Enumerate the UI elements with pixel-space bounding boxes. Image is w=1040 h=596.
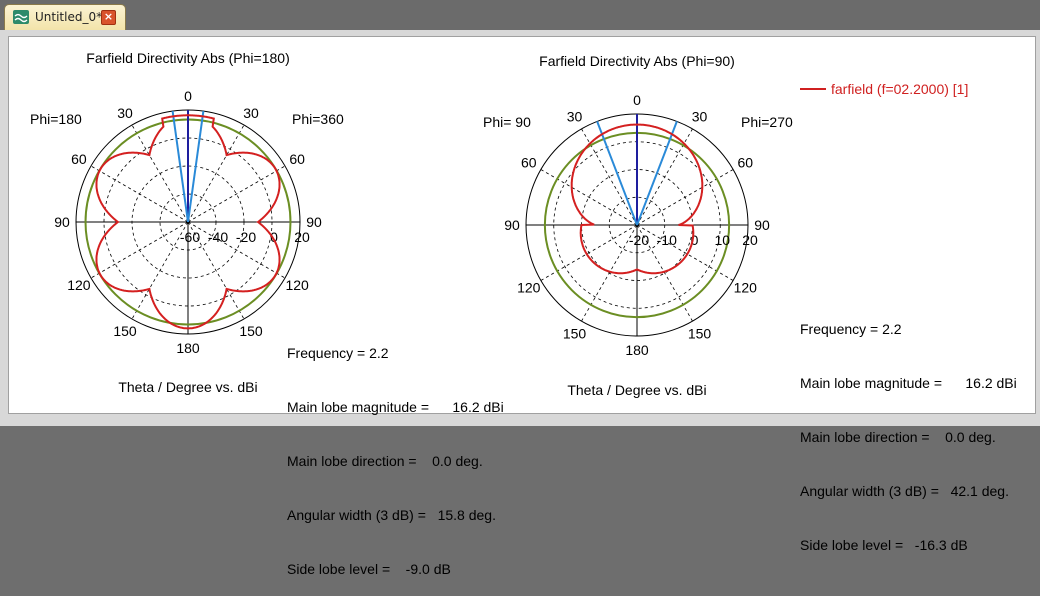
grid-spoke (90, 165, 189, 223)
angle-label: 150 (113, 323, 137, 339)
beamwidth-line (596, 121, 638, 226)
angle-label: 150 (688, 325, 712, 341)
plot2-sidelobe: Side lobe level = -16.3 dB (800, 537, 968, 553)
plot2-direction: Main lobe direction = 0.0 deg. (800, 429, 996, 445)
plot1-sidelobe: Side lobe level = -9.0 dB (287, 561, 451, 577)
close-icon[interactable]: × (101, 10, 116, 25)
grid-spoke (90, 221, 189, 279)
tab-title: Untitled_0* (35, 10, 103, 24)
radial-tick-label: 20 (742, 232, 758, 248)
angle-label: 0 (633, 92, 641, 108)
plot2-angle-labels: 0 30 30 60 60 90 90 120 120 150 150 180 (504, 92, 770, 358)
angle-label: 60 (289, 151, 305, 167)
angle-label: 60 (737, 155, 753, 171)
plot2-radial-labels: -20 -10 0 10 20 (629, 232, 758, 248)
radial-tick-label: -10 (657, 232, 677, 248)
radial-tick-label: -40 (208, 229, 228, 245)
angle-label: 30 (243, 105, 259, 121)
plot1-frequency: Frequency = 2.2 (287, 345, 389, 361)
wave-icon (13, 10, 29, 24)
grid-spoke (131, 124, 189, 223)
angle-label: 150 (563, 325, 587, 341)
beamwidth-line (636, 121, 678, 226)
legend: farfield (f=02.2000) [1] (800, 81, 968, 97)
plot1-direction: Main lobe direction = 0.0 deg. (287, 453, 483, 469)
plot1-radial-labels: -60 -40 -20 0 20 (180, 229, 310, 245)
radial-tick-label: 20 (294, 229, 310, 245)
plot1-info: Frequency = 2.2 Main lobe magnitude = 16… (287, 310, 504, 596)
plot2-footer: Theta / Degree vs. dBi (567, 382, 706, 398)
polar-plot-1: Farfield Directivity Abs (Phi=180) Phi=1… (30, 50, 344, 395)
angle-label: 30 (567, 109, 583, 125)
grid-spoke (187, 124, 245, 223)
angle-label: 90 (754, 217, 770, 233)
plot2-pattern-curve (570, 123, 704, 275)
tab-bar: Untitled_0* × (0, 0, 1040, 31)
legend-label: farfield (f=02.2000) [1] (831, 81, 968, 97)
grid-spoke (187, 221, 245, 320)
angle-label: 90 (306, 214, 322, 230)
plot2-width: Angular width (3 dB) = 42.1 deg. (800, 483, 1009, 499)
beamwidth-line (187, 110, 205, 223)
polar-plot-2: Farfield Directivity Abs (Phi=90) Phi= 9… (483, 53, 793, 398)
grid-spoke (636, 169, 734, 226)
angle-label: 120 (517, 280, 541, 296)
grid-spoke (187, 165, 286, 223)
radial-tick-label: 0 (270, 229, 278, 245)
plots-svg: Farfield Directivity Abs (Phi=180) Phi=1… (30, 50, 968, 398)
plot2-frequency: Frequency = 2.2 (800, 321, 902, 337)
plot1-title: Farfield Directivity Abs (Phi=180) (86, 50, 289, 66)
radial-tick-label: 10 (714, 232, 730, 248)
radial-tick-label: 0 (691, 232, 699, 248)
radial-tick-label: -20 (629, 232, 649, 248)
plot2-grid (525, 113, 749, 337)
angle-label: 120 (285, 277, 309, 293)
plot2-phi-left: Phi= 90 (483, 114, 531, 130)
angle-label: 30 (692, 109, 708, 125)
angle-label: 90 (54, 214, 70, 230)
grid-spoke (540, 169, 638, 226)
grid-spoke (187, 221, 286, 279)
radial-tick-label: -20 (236, 229, 256, 245)
plot1-phi-right: Phi=360 (292, 111, 344, 127)
plot1-footer: Theta / Degree vs. dBi (118, 379, 257, 395)
tab-untitled[interactable]: Untitled_0* × (4, 4, 126, 31)
angle-label: 180 (625, 342, 649, 358)
angle-label: 180 (176, 340, 200, 356)
plot1-phi-left: Phi=180 (30, 111, 82, 127)
beamwidth-line (171, 110, 189, 223)
plot2-magnitude: Main lobe magnitude = 16.2 dBi (800, 375, 1017, 391)
plot1-angle-labels: 0 30 30 60 60 90 90 120 120 150 150 180 (54, 88, 322, 356)
plot2-title: Farfield Directivity Abs (Phi=90) (539, 53, 735, 69)
plot1-width: Angular width (3 dB) = 15.8 deg. (287, 507, 496, 523)
grid-spoke (131, 221, 189, 320)
angle-label: 120 (734, 280, 758, 296)
plot2-phi-right: Phi=270 (741, 114, 793, 130)
angle-label: 90 (504, 217, 520, 233)
plot-canvas (8, 36, 1036, 414)
angle-label: 120 (67, 277, 91, 293)
plot1-grid (75, 109, 301, 335)
angle-label: 30 (117, 105, 133, 121)
angle-label: 60 (521, 155, 537, 171)
plot1-magnitude: Main lobe magnitude = 16.2 dBi (287, 399, 504, 415)
radial-tick-label: -60 (180, 229, 200, 245)
angle-label: 60 (71, 151, 87, 167)
plot1-pattern-curve (95, 114, 281, 330)
grid-spoke (540, 224, 638, 281)
angle-label: 0 (184, 88, 192, 104)
plot2-info: Frequency = 2.2 Main lobe magnitude = 16… (800, 286, 1017, 572)
angle-label: 150 (239, 323, 263, 339)
